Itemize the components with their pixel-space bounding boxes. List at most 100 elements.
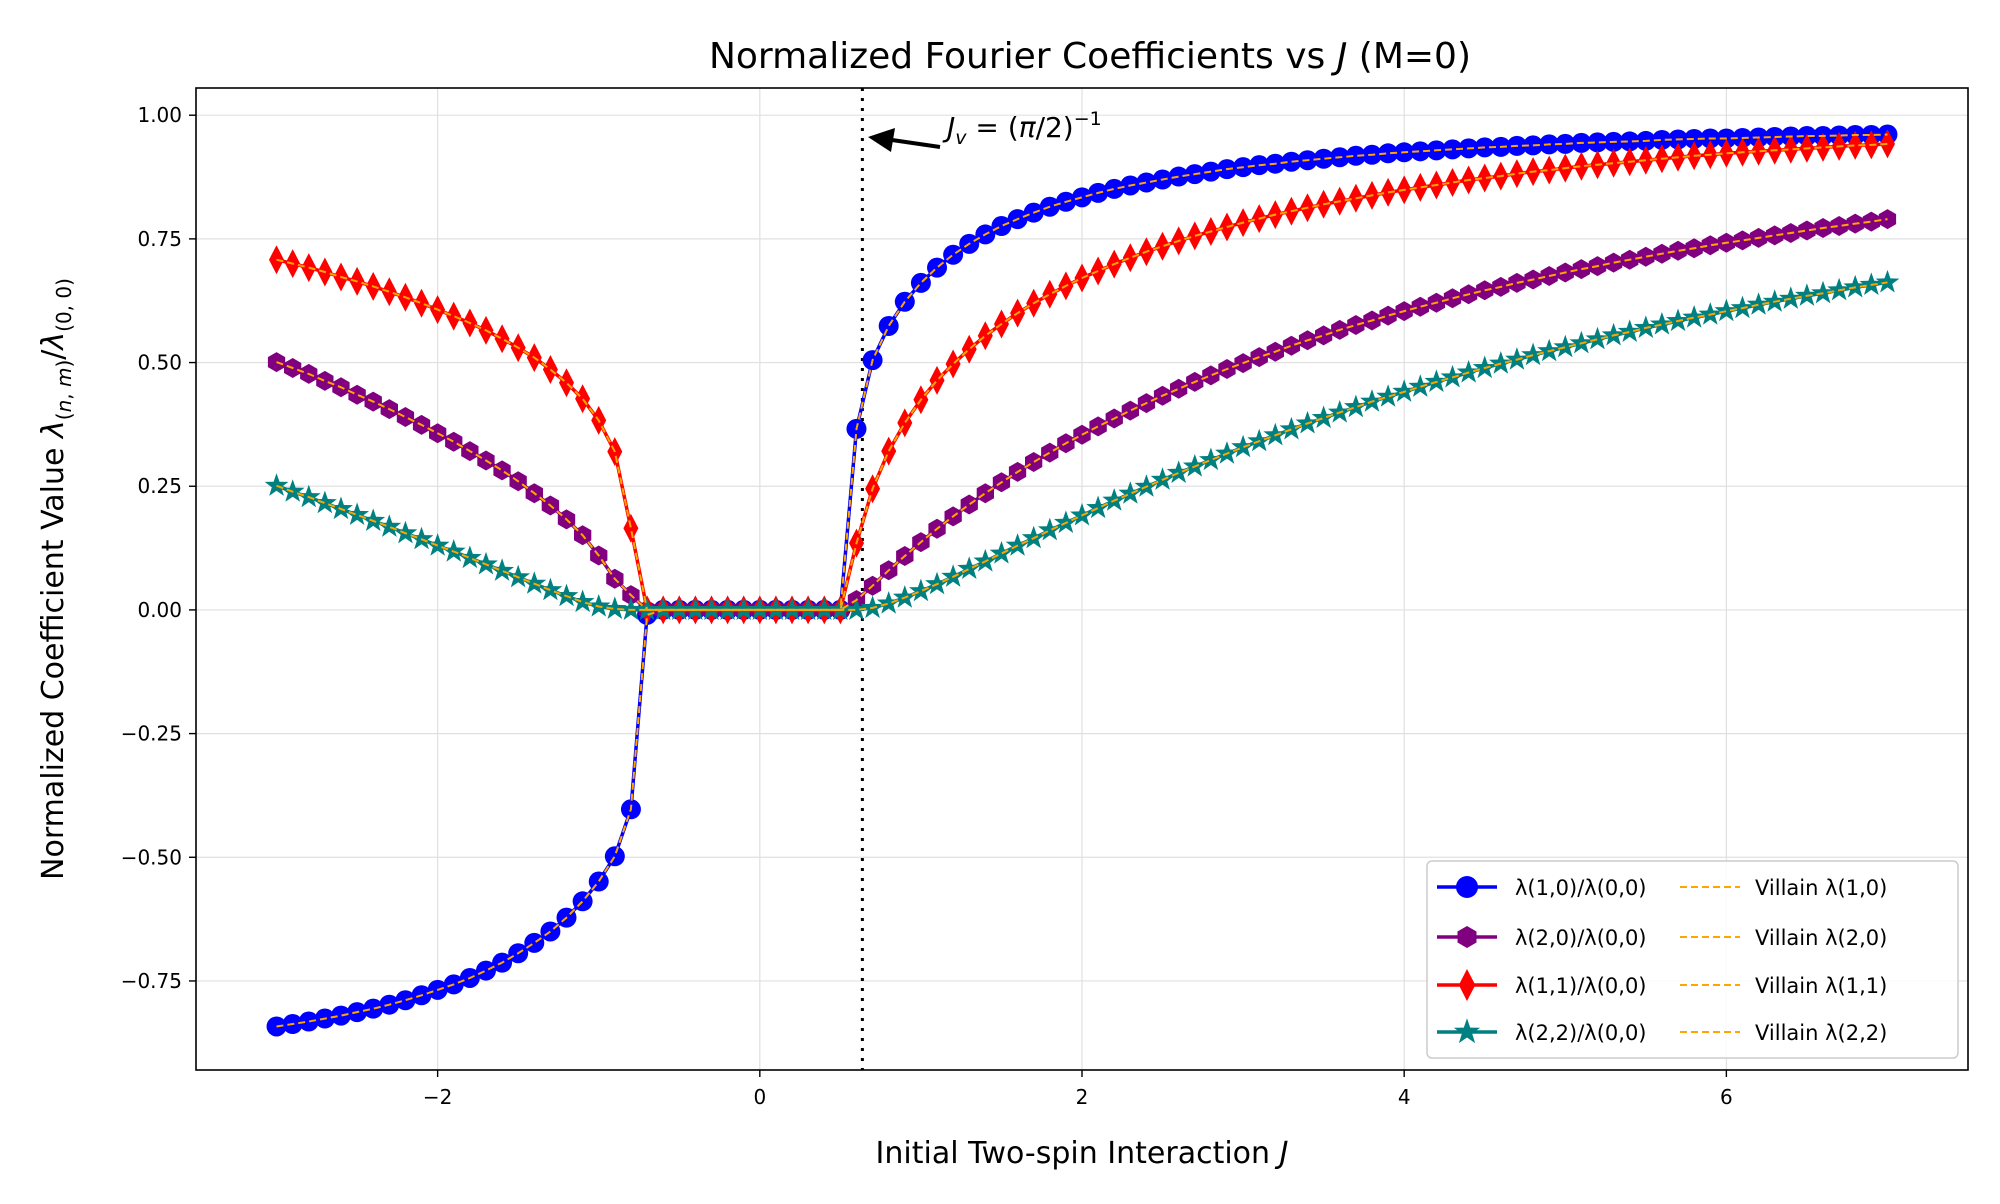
data-point [1730, 295, 1755, 319]
legend-villain-label: Villain λ(1,1) [1755, 974, 1887, 998]
data-point [731, 597, 756, 620]
data-point [941, 564, 965, 587]
data-point [1875, 269, 1900, 293]
data-point [1347, 315, 1365, 335]
data-point [1604, 252, 1623, 273]
data-point [602, 596, 627, 619]
data-point [1122, 243, 1138, 273]
data-point [878, 315, 899, 336]
data-point [1134, 474, 1159, 497]
data-point [976, 483, 994, 504]
x-tick-label: 2 [1076, 1085, 1089, 1109]
data-point [1762, 289, 1787, 312]
data-point [1521, 342, 1545, 366]
data-point [1392, 379, 1417, 402]
legend-marker [1453, 1018, 1481, 1044]
data-point [1311, 405, 1336, 429]
data-point [927, 257, 948, 278]
y-tick-label: 0.75 [137, 227, 182, 251]
data-point [960, 494, 978, 515]
data-point [1202, 365, 1220, 386]
data-point [1424, 369, 1449, 392]
data-point [1005, 533, 1030, 556]
data-point [445, 431, 463, 452]
data-point [1573, 151, 1589, 181]
data-point [1472, 355, 1497, 379]
data-point [296, 484, 321, 508]
data-point [1445, 168, 1460, 197]
data-point [1637, 246, 1655, 267]
data-point [1054, 510, 1078, 533]
villain-line-3 [276, 142, 1888, 611]
data-point [1684, 128, 1705, 149]
data-point [604, 846, 625, 867]
data-point [1376, 384, 1400, 407]
x-tick-label: 0 [753, 1085, 766, 1109]
data-point [280, 479, 305, 502]
data-point [1862, 211, 1880, 232]
data-point [586, 594, 611, 617]
data-point [395, 990, 416, 1011]
data-point [348, 384, 366, 405]
data-point [313, 490, 337, 514]
data-point [623, 513, 639, 543]
data-point [1505, 347, 1529, 370]
data-point [973, 548, 998, 572]
data-point [474, 551, 498, 575]
data-point [1843, 274, 1868, 298]
data-point [1315, 325, 1333, 346]
data-point [1187, 221, 1203, 251]
data-point [1488, 351, 1513, 374]
y-tick-label: 0.00 [137, 598, 182, 622]
data-point [490, 558, 514, 581]
data-point [1072, 187, 1092, 208]
annotation-arrow-shaft [891, 138, 941, 149]
data-point [1553, 334, 1578, 358]
data-point [1121, 400, 1139, 421]
data-point [1541, 155, 1557, 185]
data-point [1477, 163, 1493, 193]
data-point [559, 368, 574, 398]
data-point [1313, 148, 1334, 169]
x-tick-label: 6 [1720, 1085, 1733, 1109]
data-point [1569, 330, 1594, 354]
data-point [1282, 335, 1301, 356]
data-point [989, 541, 1014, 564]
data-point [909, 578, 933, 602]
data-point [1410, 141, 1431, 162]
villain-line-2 [276, 218, 1888, 611]
data-point [1412, 172, 1428, 202]
data-point [925, 571, 949, 595]
data-point [264, 473, 289, 496]
data-point [1795, 283, 1819, 306]
x-tick-label: −2 [423, 1085, 452, 1109]
data-point [1633, 315, 1658, 338]
data-point [812, 597, 837, 620]
data-point [446, 301, 462, 331]
data-point [1880, 129, 1895, 159]
legend-label: λ(2,2)/λ(0,0) [1515, 1021, 1647, 1045]
data-point [522, 571, 547, 594]
data-point [1327, 400, 1352, 423]
y-tick-label: 1.00 [137, 103, 182, 127]
data-point [1042, 279, 1058, 309]
data-point [1619, 131, 1640, 152]
data-point [409, 526, 434, 550]
data-point [363, 998, 384, 1019]
data-point [1798, 220, 1816, 241]
data-point [570, 589, 595, 613]
data-point [575, 384, 591, 414]
data-point [1263, 422, 1288, 446]
data-point [381, 277, 397, 307]
data-point [1295, 410, 1320, 434]
data-point [493, 460, 511, 481]
data-point [1102, 488, 1127, 511]
x-tick-label: 4 [1398, 1085, 1411, 1109]
legend-label: λ(2,0)/λ(0,0) [1515, 926, 1647, 950]
data-point [554, 583, 579, 607]
data-point [1440, 364, 1465, 388]
data-point [1182, 454, 1207, 477]
data-point [1378, 143, 1399, 164]
data-point [1021, 525, 1046, 549]
data-point [1215, 441, 1239, 464]
